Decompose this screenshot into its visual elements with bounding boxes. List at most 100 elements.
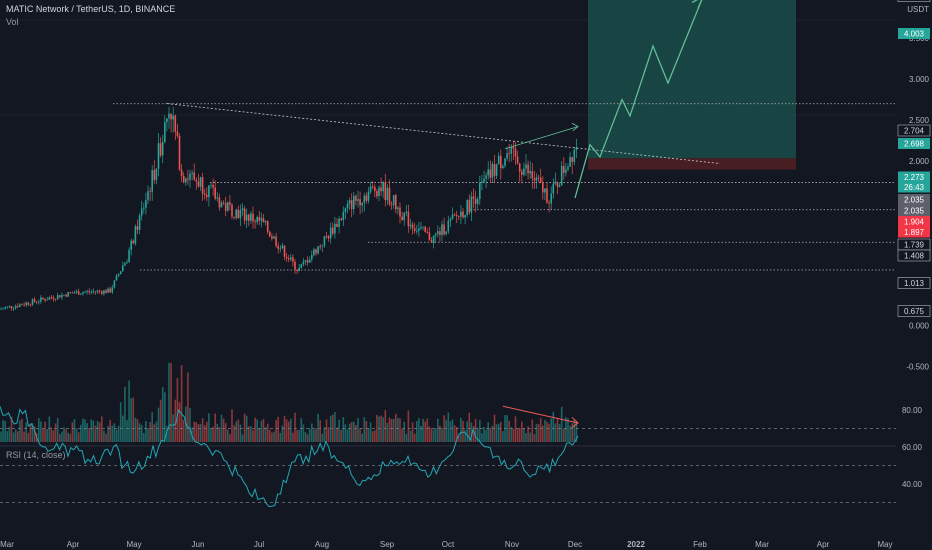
candle-body bbox=[481, 181, 483, 183]
volume-bar bbox=[468, 412, 471, 442]
candle-body bbox=[199, 177, 202, 187]
candle-body bbox=[367, 191, 370, 201]
volume-bar bbox=[271, 432, 273, 442]
volume-bar bbox=[82, 418, 84, 442]
rsi-label[interactable]: RSI (14, close) bbox=[6, 450, 66, 460]
volume-bar bbox=[103, 430, 105, 442]
volume-bar bbox=[140, 424, 143, 442]
volume-bar bbox=[296, 429, 298, 442]
candle-body bbox=[420, 227, 422, 229]
volume-bar bbox=[516, 429, 519, 442]
candle-body bbox=[8, 306, 11, 307]
volume-bar bbox=[531, 419, 534, 442]
candle-body bbox=[193, 172, 195, 180]
candle-body bbox=[231, 204, 233, 217]
trend-line bbox=[166, 103, 721, 164]
volume-bar bbox=[479, 420, 481, 442]
time-tick: Mar bbox=[0, 540, 14, 549]
volume-bar bbox=[210, 428, 212, 442]
candle-body bbox=[340, 218, 342, 220]
volume-bar bbox=[353, 421, 355, 442]
candle-body bbox=[90, 291, 93, 293]
volume-bar bbox=[357, 418, 359, 442]
candle-body bbox=[277, 245, 279, 249]
volume-bar bbox=[500, 421, 502, 442]
volume-bar bbox=[134, 417, 137, 442]
candle-body bbox=[424, 226, 426, 233]
volume-bar bbox=[497, 423, 500, 442]
rsi-tick: 40.00 bbox=[902, 480, 923, 489]
candle-body bbox=[178, 136, 181, 170]
candle-body bbox=[353, 195, 355, 210]
volume-bar bbox=[17, 431, 19, 442]
candle-body bbox=[113, 280, 116, 288]
time-tick: 2022 bbox=[627, 540, 645, 549]
symbol-title[interactable]: MATIC Network / TetherUS, 1D, BINANCE bbox=[6, 4, 176, 14]
candle-body bbox=[227, 202, 229, 211]
volume-bar bbox=[472, 425, 475, 442]
candle-body bbox=[0, 308, 2, 310]
volume-bar bbox=[71, 422, 74, 442]
volume-bar bbox=[378, 416, 380, 442]
candle-body bbox=[243, 208, 246, 221]
volume-bar bbox=[33, 426, 36, 442]
volume-bar bbox=[348, 423, 351, 442]
volume-bar bbox=[485, 429, 487, 442]
volume-bar bbox=[533, 434, 536, 442]
candle-body bbox=[103, 290, 105, 294]
candle-body bbox=[197, 181, 200, 187]
volume-label[interactable]: Vol bbox=[6, 17, 19, 27]
volume-bar bbox=[525, 433, 527, 442]
volume-bar bbox=[539, 418, 542, 442]
candle-body bbox=[384, 182, 387, 201]
price-axis: USDT4.0063.5003.0002.5002.0001.5001.0000… bbox=[896, 0, 932, 550]
volume-bar bbox=[474, 418, 477, 442]
volume-bar bbox=[508, 420, 510, 442]
volume-bar bbox=[138, 423, 141, 442]
volume-bar bbox=[2, 420, 4, 442]
candle-body bbox=[539, 177, 542, 183]
volume-bar bbox=[245, 415, 248, 442]
candle-body bbox=[275, 236, 277, 246]
volume-bar bbox=[441, 427, 443, 442]
volume-bar bbox=[439, 425, 441, 442]
candle-body bbox=[409, 224, 412, 227]
candle-body bbox=[124, 262, 126, 266]
volume-bar bbox=[451, 419, 454, 442]
candle-body bbox=[157, 143, 160, 169]
price-unit: USDT bbox=[907, 5, 929, 14]
volume-bar bbox=[445, 420, 447, 442]
candle-body bbox=[208, 185, 210, 198]
price-label: 2.273 bbox=[904, 173, 925, 182]
volume-bar bbox=[462, 420, 464, 442]
volume-bar bbox=[321, 433, 324, 442]
volume-bar bbox=[260, 420, 263, 442]
volume-bar bbox=[573, 419, 576, 442]
candle-body bbox=[290, 257, 292, 260]
candle-body bbox=[525, 164, 527, 169]
volume-bar bbox=[243, 413, 246, 442]
candle-body bbox=[458, 216, 460, 217]
time-axis: Mar Apr May Jun Jul Aug Sep Oct Nov Dec 2022 Feb Mar… bbox=[0, 538, 896, 550]
volume-bar bbox=[235, 421, 237, 442]
candle-body bbox=[407, 211, 410, 227]
volume-bar bbox=[12, 432, 15, 442]
time-tick: Mar bbox=[755, 540, 769, 549]
volume-bar bbox=[542, 425, 544, 442]
volume-bar bbox=[187, 372, 189, 442]
volume-bar bbox=[59, 434, 61, 442]
candle-body bbox=[460, 211, 462, 217]
candlesticks bbox=[0, 106, 578, 312]
volume-bar bbox=[413, 433, 416, 442]
volume-bar bbox=[388, 417, 391, 442]
volume-bar bbox=[25, 422, 27, 442]
time-tick: Apr bbox=[817, 540, 830, 549]
candle-body bbox=[462, 211, 464, 218]
candle-body bbox=[52, 297, 55, 300]
volume-bar bbox=[157, 407, 160, 442]
candle-body bbox=[214, 187, 216, 199]
candle-body bbox=[388, 187, 391, 205]
candle-body bbox=[143, 207, 145, 209]
volume-bar bbox=[447, 412, 450, 442]
